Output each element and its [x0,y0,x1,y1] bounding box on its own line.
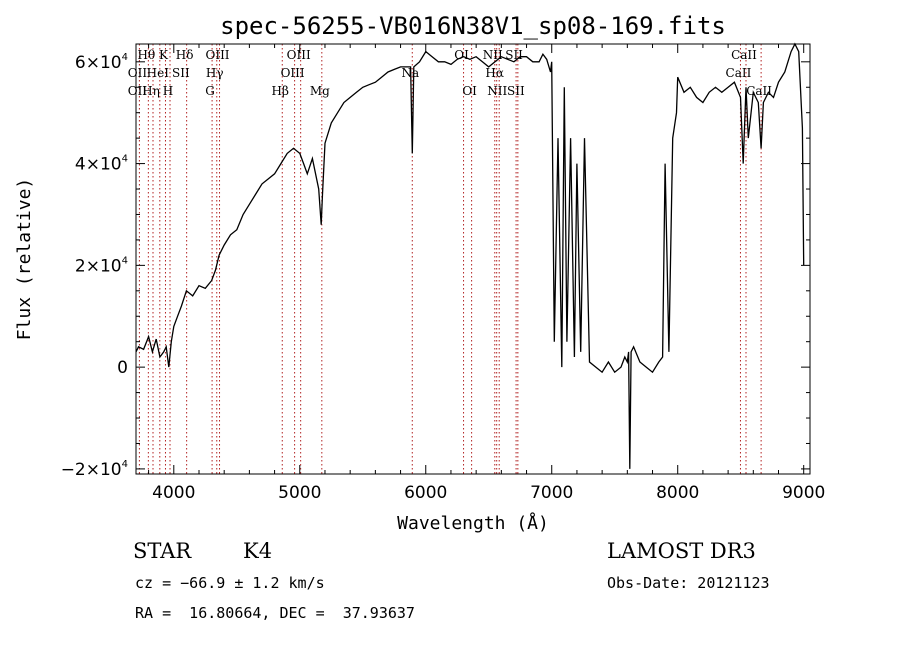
x-tick-label: 7000 [530,483,573,503]
x-tick-label: 5000 [278,483,321,503]
line-label: CaII [731,48,757,62]
emission-line-markers [138,44,762,474]
line-label: CaII [726,66,752,80]
y-tick-mantissa: −2×10 [61,460,122,480]
y-tick-exponent: 4 [122,255,128,266]
y-tick-label: 2×104 [75,255,128,276]
y-tick-exponent: 4 [122,154,128,165]
line-label: Hβ [272,84,289,98]
line-label: OIII [281,66,305,80]
survey-name: LAMOST DR3 [607,539,756,563]
line-label: OI [462,84,477,98]
y-tick-label: 0 [117,358,128,378]
sky-coordinates: RA = 16.80664, DEC = 37.93637 [135,604,415,622]
y-tick-exponent: 4 [122,459,128,470]
y-tick-label: −2×104 [61,459,128,480]
x-tick-label: 9000 [782,483,825,503]
spectrum-line [135,42,805,469]
line-label: Hη [142,84,160,98]
y-tick-mantissa: 6×10 [75,53,122,73]
line-label: Hθ [137,48,155,62]
x-tick-label: 6000 [404,483,447,503]
line-label: NII [487,84,507,98]
line-label: SII [507,84,525,98]
line-label: SII [172,66,190,80]
redshift-velocity: cz = −66.9 ± 1.2 km/s [135,574,325,592]
y-axis-label: Flux (relative) [14,178,35,341]
x-axis-label: Wavelength (Å) [397,512,549,534]
x-tick-label: 4000 [152,483,195,503]
plot-frame [135,43,811,475]
x-tick-label: 8000 [656,483,699,503]
object-class: STAR [133,539,192,563]
line-label: OIII [287,48,311,62]
line-label: NII [483,48,503,62]
y-tick-label: 4×104 [75,154,128,175]
observation-date: Obs-Date: 20121123 [607,574,770,592]
line-label: H [163,84,173,98]
line-label: Hα [485,66,504,80]
y-tick-mantissa: 0 [117,358,128,378]
chart-title: spec-56255-VB016N38V1_sp08-169.fits [220,12,726,40]
line-label: OIII [205,48,229,62]
line-label: Hδ [176,48,194,62]
line-label: Hγ [206,66,224,80]
line-label: HeI [147,66,170,80]
y-tick-mantissa: 2×10 [75,256,122,276]
line-label: K [159,48,169,62]
y-tick-label: 6×104 [75,52,128,73]
line-label: OII [128,66,148,80]
line-label: CaII [746,84,772,98]
y-tick-mantissa: 4×10 [75,155,122,175]
object-subclass: K4 [243,539,273,563]
line-label: G [205,84,215,98]
line-label: OII [128,84,148,98]
line-label: Mg [310,84,330,98]
x-axis-ticks: 4000 5000 6000 7000 8000 9000 [148,44,825,503]
y-tick-exponent: 4 [122,52,128,63]
